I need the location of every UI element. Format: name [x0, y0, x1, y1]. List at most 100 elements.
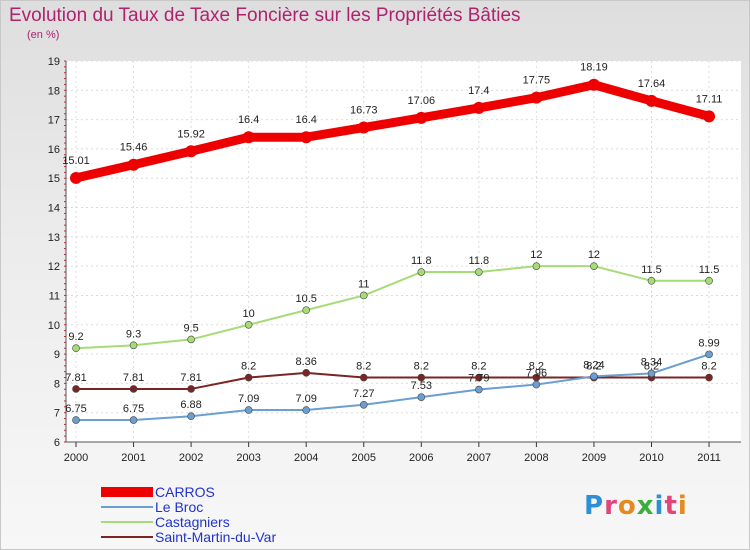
x-tick-label: 2004	[294, 452, 318, 464]
data-label: 7.81	[65, 372, 86, 384]
data-point	[475, 385, 483, 394]
series-line-le-broc	[75, 353, 711, 422]
data-point	[244, 406, 253, 414]
data-point	[359, 400, 368, 409]
data-label: 6.88	[180, 399, 201, 411]
x-tick-label: 2005	[352, 452, 376, 464]
data-label: 10	[243, 308, 255, 320]
y-tick-label: 14	[48, 203, 60, 215]
data-point	[129, 385, 138, 393]
data-point	[587, 78, 600, 91]
data-point	[417, 268, 426, 276]
data-label: 8.2	[701, 361, 716, 373]
data-point	[244, 373, 253, 382]
data-point	[705, 350, 713, 359]
data-label: 11	[358, 278, 369, 290]
data-point	[242, 131, 255, 144]
data-label: 18.19	[580, 62, 608, 74]
proxiti-logo: Proxiti	[584, 491, 688, 521]
data-label: 11.8	[469, 255, 490, 267]
legend-swatch	[101, 506, 153, 508]
x-tick-label: 2003	[236, 452, 260, 464]
data-label: 16.4	[295, 114, 316, 126]
data-label: 8.34	[641, 356, 662, 368]
data-label: 6.75	[123, 403, 144, 415]
data-label: 8.2	[529, 361, 544, 373]
data-label: 7.81	[123, 372, 144, 384]
x-tick-label: 2007	[467, 452, 491, 464]
data-point	[359, 373, 368, 382]
legend-label: Le Broc	[155, 499, 204, 515]
data-label: 12	[588, 249, 600, 261]
logo-letter: i	[677, 491, 688, 521]
series-line-saint-martin-du-var	[75, 371, 711, 390]
data-label: 7.09	[238, 393, 259, 405]
data-label: 8.2	[471, 361, 486, 373]
x-tick-label: 2011	[697, 452, 721, 464]
data-label: 9.3	[126, 328, 141, 340]
data-label: 16.73	[350, 105, 378, 117]
data-label: 7.79	[468, 373, 489, 385]
data-point	[244, 320, 253, 329]
data-label: 11.5	[699, 264, 720, 276]
data-label: 11.5	[641, 264, 662, 276]
data-label: 11.8	[411, 255, 432, 267]
data-point	[705, 373, 713, 382]
logo-letter: x	[636, 491, 655, 521]
logo-letter: o	[617, 491, 637, 521]
data-point	[359, 291, 368, 300]
data-point	[475, 268, 483, 276]
data-label: 8.2	[356, 361, 371, 373]
data-point	[302, 306, 311, 314]
legend-label: Saint-Martin-du-Var	[155, 529, 277, 545]
y-tick-label: 6	[54, 437, 60, 449]
y-tick-label: 11	[49, 290, 60, 302]
legend-swatch	[101, 487, 153, 497]
data-point	[187, 385, 195, 393]
data-point	[532, 380, 541, 389]
data-point	[129, 416, 138, 424]
data-label: 7.53	[411, 380, 432, 392]
y-tick-label: 17	[48, 115, 60, 127]
x-tick-label: 2001	[121, 452, 145, 464]
data-label: 8.36	[295, 356, 316, 368]
y-tick-label: 15	[48, 173, 60, 185]
data-point	[645, 94, 658, 107]
data-point	[417, 393, 426, 401]
data-label: 15.46	[120, 142, 148, 154]
data-point	[415, 111, 428, 124]
data-point	[302, 369, 311, 377]
y-tick-label: 12	[48, 261, 60, 273]
data-label: 8.2	[644, 361, 659, 373]
data-label: 17.75	[523, 75, 551, 87]
data-label: 10.5	[295, 293, 316, 305]
data-label: 8.2	[241, 361, 256, 373]
data-point	[185, 145, 198, 158]
data-point	[590, 262, 598, 270]
x-tick-label: 2009	[582, 452, 606, 464]
logo-letter: P	[584, 491, 605, 521]
data-label: 15.01	[62, 155, 90, 167]
data-point	[187, 412, 195, 421]
data-point	[647, 277, 656, 285]
data-label: 7.81	[180, 372, 201, 384]
data-point	[590, 372, 598, 381]
y-tick-label: 16	[48, 144, 60, 156]
data-label: 7.27	[353, 388, 374, 400]
y-tick-label: 9	[54, 349, 60, 361]
data-label: 6.75	[65, 403, 86, 415]
data-label: 17.06	[408, 95, 436, 107]
logo-letter: i	[654, 491, 665, 521]
y-tick-label: 8	[54, 378, 60, 390]
legend-label: Castagniers	[155, 514, 230, 530]
data-point	[300, 131, 313, 144]
data-point	[72, 385, 80, 393]
data-label: 17.64	[638, 78, 666, 90]
y-axis-unit-label: (en %)	[27, 29, 60, 41]
data-label: 9.2	[68, 331, 83, 343]
data-label: 8.2	[414, 361, 429, 373]
data-point	[703, 110, 716, 123]
legend-swatch	[101, 536, 153, 538]
